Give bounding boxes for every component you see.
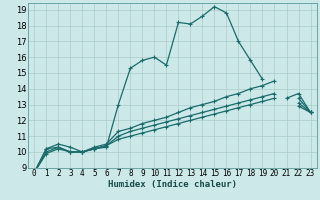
X-axis label: Humidex (Indice chaleur): Humidex (Indice chaleur)	[108, 180, 237, 189]
